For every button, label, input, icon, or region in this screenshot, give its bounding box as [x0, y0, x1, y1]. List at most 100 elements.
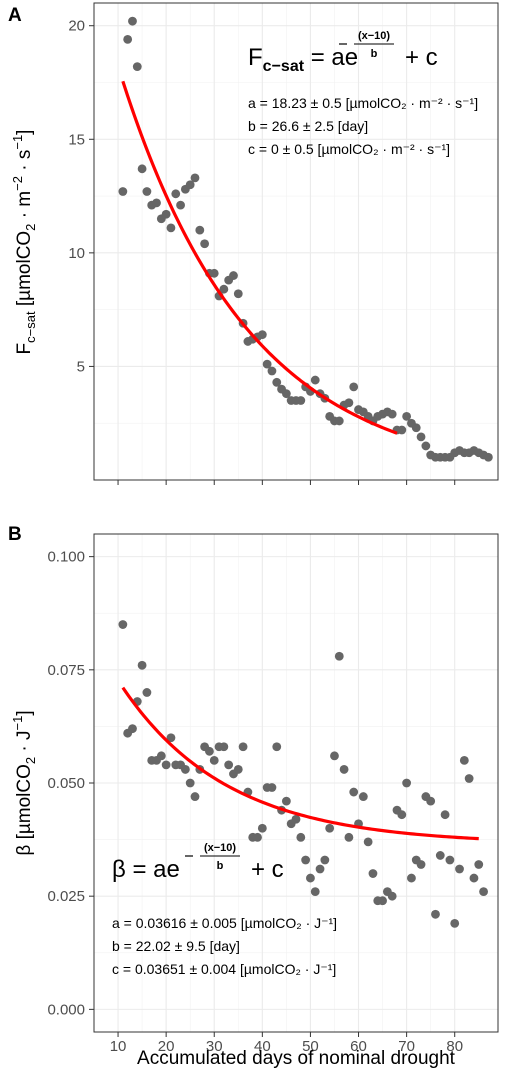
data-point [378, 896, 387, 906]
data-point [152, 198, 161, 208]
eq-b-exp-num: (x−10) [204, 842, 236, 854]
data-point [233, 289, 243, 299]
data-point [339, 765, 349, 774]
data-point [349, 382, 359, 392]
y-tick-label: 5 [77, 358, 85, 375]
data-point [301, 855, 311, 865]
data-point [296, 396, 306, 405]
data-point [455, 864, 464, 874]
eq-a-lhs-sub: c−sat [263, 58, 305, 75]
eq-b-rhs: ae [153, 856, 180, 883]
data-point [253, 832, 262, 842]
plot-a-border [93, 2, 499, 481]
plot-b-gridlines [94, 534, 498, 1032]
eq-a-exp-num: (x−10) [358, 30, 390, 42]
panel-label-b: B [8, 524, 22, 545]
data-point [128, 724, 137, 734]
data-point [132, 62, 142, 71]
data-point [334, 651, 344, 661]
eq-a-tail: + c [405, 44, 438, 71]
data-point [209, 755, 219, 765]
data-point [257, 823, 267, 833]
data-point [166, 733, 176, 743]
data-point [431, 909, 440, 919]
data-point [334, 416, 344, 426]
data-point [330, 751, 339, 761]
data-point [387, 891, 397, 901]
svg-text:Fc−sat = ae: Fc−sat = ae [248, 44, 358, 75]
data-point [161, 209, 171, 219]
x-tick-label: 30 [206, 1038, 223, 1055]
data-point [224, 760, 234, 770]
data-point [407, 873, 416, 883]
data-point [416, 432, 426, 442]
svg-text:Fc−sat [µmolCO2 · m−2 · s−1]: Fc−sat [µmolCO2 · m−2 · s−1] [10, 130, 38, 355]
data-point [118, 620, 128, 629]
data-point [176, 200, 185, 210]
data-point [474, 860, 484, 869]
x-tick-label: 60 [350, 1038, 367, 1055]
y-tick-label: 0.075 [47, 662, 85, 679]
plot-a-y-axis-title: Fc−sat [µmolCO2 · m−2 · s−1] [10, 130, 38, 355]
y-tick-label: 20 [68, 18, 85, 35]
data-point [416, 860, 426, 869]
data-point [200, 239, 210, 249]
data-point [262, 359, 272, 369]
x-tick-label: 40 [254, 1038, 271, 1055]
eq-a-exp-den: b [371, 48, 378, 60]
data-point [281, 796, 291, 806]
data-point [483, 452, 493, 462]
data-point [397, 810, 407, 820]
y-tick-label: 15 [68, 131, 85, 148]
y-tick-label: 0.000 [47, 1001, 85, 1018]
data-point [142, 187, 152, 196]
data-point [195, 225, 205, 235]
plot-b-y-axis-title: β [µmolCO2 · J−1] [10, 710, 38, 855]
y-tick-label: 0.050 [47, 775, 85, 792]
plot-a-params: a = 18.23 ± 0.5 [µmolCO₂ · m⁻² · s⁻¹] b … [248, 95, 478, 157]
data-point [306, 873, 315, 883]
data-point [450, 918, 460, 928]
data-point [185, 778, 195, 788]
param-a-a: a = 18.23 ± 0.5 [µmolCO₂ · m⁻² · s⁻¹] [248, 95, 478, 111]
plot-b-x-axis-title: Accumulated days of nominal drought [137, 1048, 456, 1069]
data-point [137, 660, 147, 670]
data-point [229, 271, 238, 280]
data-point [464, 774, 474, 783]
eq-b-lhs: β [112, 856, 126, 883]
data-point [421, 441, 431, 451]
param-b-b: b = 22.02 ± 9.5 [day] [112, 938, 240, 954]
plot-a-gridlines [94, 3, 498, 480]
data-point [205, 746, 214, 756]
data-point [325, 823, 335, 833]
data-point [310, 375, 320, 385]
data-point [209, 268, 219, 278]
data-point [435, 851, 445, 860]
data-point [402, 778, 412, 788]
plot-b-params: a = 0.03616 ± 0.005 [µmolCO₂ · J⁻¹] b = … [112, 915, 337, 977]
x-tick-label: 50 [302, 1038, 319, 1055]
data-point [358, 792, 368, 801]
data-point [156, 751, 166, 761]
data-point [267, 366, 277, 376]
data-point [180, 765, 190, 774]
param-a-c: c = 0 ± 0.5 [µmolCO₂ · m⁻² · s⁻¹] [248, 141, 450, 157]
x-tick-label: 20 [158, 1038, 175, 1055]
panel-a: 5 10 15 20 Fc−sat [µmolCO2 · m−2 · s−1] Fc−… [10, 2, 499, 485]
y-tick-label: 10 [68, 245, 85, 262]
data-point [257, 330, 267, 340]
plot-b-ticks: 10 20 30 40 50 60 70 80 0.000 0.025 0.050 0.075 0.10… [47, 549, 463, 1055]
data-point [426, 796, 436, 806]
data-point [315, 864, 325, 874]
plot-a-fit-curve [121, 80, 398, 435]
data-point [171, 189, 181, 199]
data-point [219, 742, 229, 752]
data-point [291, 814, 301, 824]
data-point [440, 810, 450, 820]
x-tick-label: 10 [110, 1038, 127, 1055]
eq-b-exp-den: b [217, 860, 224, 872]
eq-a-rhs: ae [331, 44, 358, 71]
data-point [190, 173, 200, 183]
data-point [363, 837, 373, 847]
